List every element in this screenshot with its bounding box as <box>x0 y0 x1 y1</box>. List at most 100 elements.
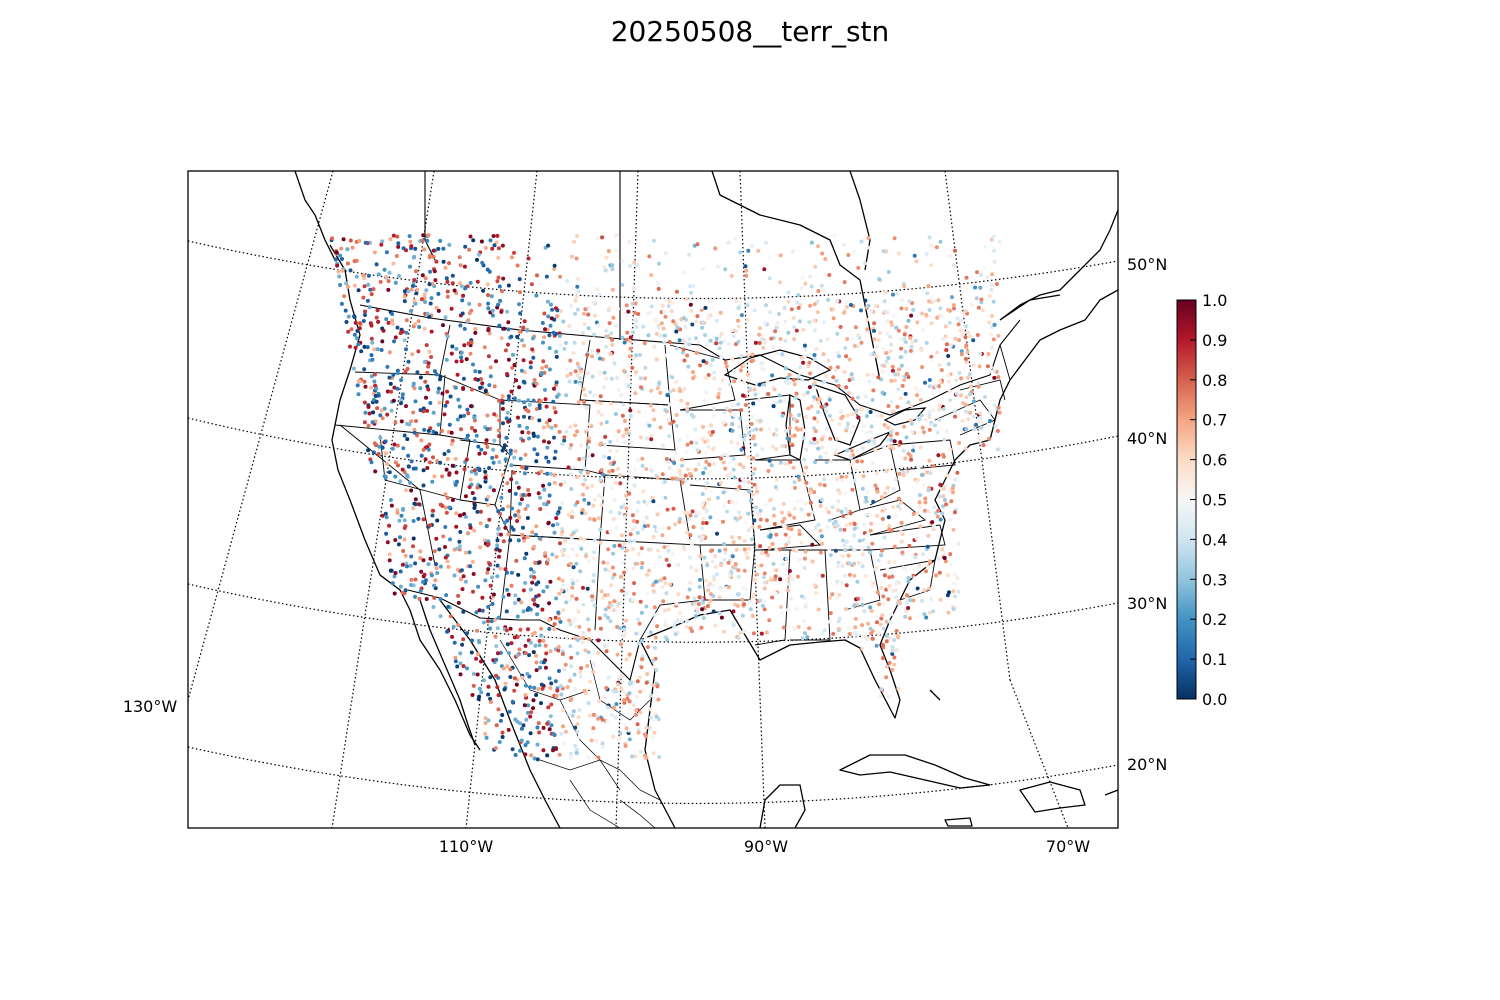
station-point <box>627 491 632 496</box>
station-point <box>452 573 457 578</box>
station-point <box>627 691 632 696</box>
station-point <box>916 465 921 470</box>
station-point <box>606 615 610 620</box>
station-point <box>719 456 723 461</box>
station-point <box>979 297 984 302</box>
station-point <box>392 574 397 579</box>
station-point <box>835 350 840 355</box>
station-point <box>803 281 808 286</box>
station-point <box>525 425 530 430</box>
station-point <box>845 448 850 453</box>
station-point <box>575 747 579 752</box>
station-point <box>715 264 720 269</box>
station-point <box>475 672 480 677</box>
station-point <box>502 445 506 450</box>
station-point <box>989 332 994 337</box>
station-point <box>893 378 897 383</box>
station-point <box>758 418 763 423</box>
station-point <box>487 517 492 522</box>
station-point <box>771 404 776 409</box>
station-point <box>476 697 481 701</box>
station-point <box>942 556 947 560</box>
station-point <box>435 459 440 464</box>
station-point <box>362 344 367 349</box>
station-point <box>652 730 657 735</box>
station-point <box>992 259 997 264</box>
station-point <box>551 399 556 404</box>
station-point <box>495 685 500 690</box>
station-point <box>841 514 846 519</box>
station-point <box>490 601 495 606</box>
station-point <box>404 488 408 493</box>
station-point <box>569 655 574 660</box>
station-point <box>445 457 450 461</box>
station-point <box>972 427 977 432</box>
station-point <box>363 309 367 314</box>
station-point <box>479 659 483 664</box>
station-point <box>997 239 1002 244</box>
station-point <box>742 437 746 442</box>
station-point <box>827 273 832 277</box>
station-point <box>509 477 514 482</box>
station-point <box>580 640 585 645</box>
station-point <box>549 425 554 430</box>
station-point <box>812 490 817 495</box>
station-point <box>588 516 592 521</box>
station-point <box>361 295 366 300</box>
station-point <box>874 566 879 570</box>
station-point <box>466 411 471 416</box>
station-point <box>575 729 580 734</box>
station-point <box>380 445 385 450</box>
station-point <box>632 483 637 488</box>
station-point <box>783 366 788 371</box>
station-point <box>657 755 662 759</box>
station-point <box>447 422 452 427</box>
station-point <box>700 492 705 496</box>
station-point <box>576 400 581 405</box>
station-point <box>549 702 554 707</box>
station-point <box>578 469 583 474</box>
station-point <box>663 620 668 625</box>
station-point <box>972 399 976 404</box>
station-point <box>750 243 754 248</box>
station-point <box>564 393 569 398</box>
station-point <box>418 408 423 413</box>
station-point <box>622 311 627 316</box>
station-point <box>392 591 397 596</box>
station-point <box>719 563 724 568</box>
station-point <box>847 632 852 636</box>
station-point <box>876 337 881 342</box>
station-point <box>374 315 379 320</box>
station-point <box>420 273 425 278</box>
station-point <box>853 625 858 630</box>
station-point <box>472 506 477 510</box>
station-point <box>501 594 506 599</box>
station-point <box>496 707 501 712</box>
station-point <box>796 474 801 479</box>
station-point <box>992 375 997 380</box>
station-point <box>693 467 698 472</box>
station-point <box>534 459 539 464</box>
station-point <box>648 707 652 712</box>
station-point <box>730 428 735 433</box>
station-point <box>418 589 423 594</box>
station-point <box>613 480 618 485</box>
station-point <box>455 664 460 669</box>
station-point <box>636 617 640 622</box>
station-point <box>866 439 871 444</box>
station-point <box>558 274 563 279</box>
station-point <box>564 600 569 605</box>
station-point <box>860 546 864 551</box>
station-point <box>880 601 885 606</box>
station-point <box>691 370 695 375</box>
station-point <box>378 435 383 440</box>
station-point <box>619 574 623 579</box>
station-point <box>530 347 535 352</box>
station-point <box>863 539 868 544</box>
station-point <box>546 243 551 248</box>
station-point <box>625 315 630 320</box>
station-point <box>708 338 713 343</box>
station-point <box>512 470 516 475</box>
station-point <box>880 642 885 647</box>
station-point <box>585 353 590 357</box>
